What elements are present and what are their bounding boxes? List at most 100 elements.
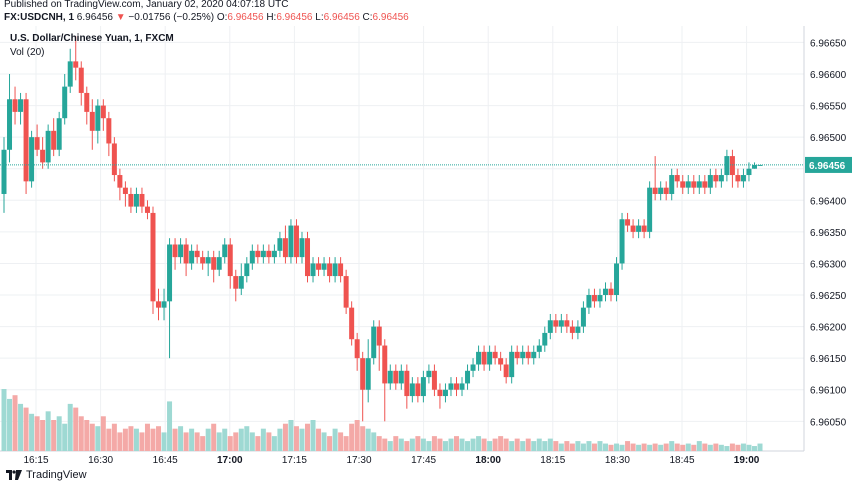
volume-bar [542, 441, 548, 451]
volume-bar [547, 438, 553, 451]
volume-bar [685, 443, 691, 451]
tradingview-logo[interactable]: TradingView [6, 469, 87, 481]
candle-body [282, 238, 288, 258]
candle-body [658, 187, 664, 194]
volume-bar [691, 444, 697, 451]
volume-bar [321, 432, 327, 451]
volume-bar [580, 443, 586, 451]
volume-bar [172, 428, 178, 451]
volume-bar [78, 416, 84, 451]
volume-bar [354, 420, 360, 451]
volume-bar [481, 438, 487, 451]
volume-bar [707, 444, 713, 451]
candle-body [156, 301, 162, 308]
candle-body [481, 351, 487, 365]
candle-body [696, 181, 702, 188]
volume-bar [652, 443, 658, 451]
candle-body [564, 320, 570, 327]
volume-bar [100, 416, 106, 451]
volume-bar [227, 436, 233, 451]
candle-body [602, 288, 608, 296]
candle-body [525, 351, 531, 359]
volume-bar [222, 428, 228, 451]
candle-body [255, 250, 261, 258]
volume-bar [442, 441, 448, 451]
volume-bar [316, 428, 322, 451]
candle-body [227, 244, 233, 277]
volume-bar [415, 436, 421, 451]
volume-bar [29, 413, 35, 451]
volume-bar [266, 432, 272, 451]
volume-legend[interactable]: Vol (20) [10, 47, 45, 58]
candle-body [680, 181, 686, 188]
volume-bar [514, 438, 520, 451]
high-label: H: [266, 12, 277, 23]
volume-bar [663, 443, 669, 451]
candle-body [641, 225, 647, 232]
volume-bar [338, 432, 344, 451]
candle-body [669, 175, 675, 194]
volume-bar [387, 441, 393, 451]
volume-bar [288, 420, 294, 451]
candle-body [547, 320, 553, 333]
volume-bar [238, 428, 244, 451]
candle-body [150, 212, 156, 302]
volume-bar [437, 438, 443, 451]
candle-body [299, 238, 305, 258]
candle-body [498, 358, 504, 365]
volume-bar [746, 444, 752, 451]
published-note: Published on TradingView.com, January 02… [4, 0, 289, 10]
candle-body [349, 307, 355, 340]
volume-bar [282, 423, 288, 451]
volume-bar [310, 420, 316, 451]
volume-bar [371, 432, 377, 451]
down-arrow-icon: ▼ [115, 12, 126, 23]
x-tick-label: 19:00 [734, 455, 760, 466]
volume-bar [680, 444, 686, 451]
low-label: L: [315, 12, 324, 23]
volume-bar [625, 441, 631, 451]
candle-body [34, 137, 40, 150]
volume-bar [531, 441, 537, 451]
volume-bar [45, 411, 51, 451]
ohlc-readout: FX:USDCNH, 1 6.96456 ▼ −0.01756 (−0.25%)… [4, 12, 409, 23]
candle-body [189, 250, 195, 264]
candle-body [18, 99, 24, 112]
candle-body [636, 225, 642, 232]
candle-body [580, 307, 586, 327]
candle-body [111, 143, 117, 176]
candle-body [338, 263, 344, 277]
candle-body [740, 175, 746, 182]
candle-body [23, 99, 29, 182]
volume-bar [233, 432, 239, 451]
volume-bar [161, 432, 167, 451]
candle-body [713, 175, 719, 182]
volume-bar [564, 441, 570, 451]
volume-bar [382, 438, 388, 451]
volume-bar [636, 444, 642, 451]
y-tick-label: 6.96150 [810, 354, 847, 365]
volume-bar [409, 438, 415, 451]
volume-bar [343, 436, 349, 451]
candle-body [40, 149, 46, 163]
candle-body [575, 326, 581, 333]
volume-bar [360, 426, 366, 451]
candle-body [95, 105, 101, 131]
candlestick-chart[interactable]: 6.966506.966006.965506.965006.964506.964… [0, 26, 852, 466]
candle-body [382, 345, 388, 384]
candle-body [431, 370, 437, 390]
candle-body [211, 257, 217, 270]
volume-bar [426, 441, 432, 451]
volume-bar [1, 389, 7, 451]
volume-bar [144, 423, 150, 451]
volume-bar [724, 446, 730, 451]
volume-bar [591, 443, 597, 451]
volume-bar [575, 441, 581, 451]
volume-bar [503, 438, 509, 451]
volume-bar [718, 444, 724, 451]
candle-body [310, 263, 316, 277]
candle-body [685, 181, 691, 188]
candle-body [128, 193, 134, 207]
volume-bar [553, 441, 559, 451]
candle-body [492, 351, 498, 359]
